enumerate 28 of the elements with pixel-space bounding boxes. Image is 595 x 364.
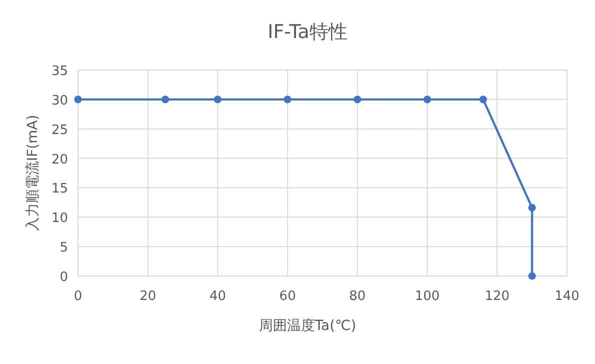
point — [528, 272, 536, 280]
y-tick-label: 10 — [51, 211, 68, 226]
point — [354, 96, 362, 104]
y-tick-label: 30 — [51, 93, 68, 108]
point — [214, 96, 222, 104]
point — [479, 96, 487, 104]
x-tick-label: 140 — [554, 289, 580, 304]
y-tick-label: 0 — [60, 270, 68, 285]
point — [284, 96, 292, 104]
y-axis-title: 入力順電流IF(mA) — [25, 114, 41, 232]
y-tick-label: 35 — [51, 64, 68, 79]
chart-title: IF-Ta特性 — [268, 21, 348, 43]
x-tick-label: 40 — [209, 289, 226, 304]
x-tick-label: 100 — [414, 289, 440, 304]
y-tick-label: 15 — [51, 182, 68, 197]
y-tick-label: 5 — [60, 240, 68, 256]
y-tick-label: 25 — [51, 122, 68, 138]
point — [74, 96, 82, 104]
x-tick-label: 120 — [484, 289, 510, 304]
x-tick-label: 60 — [279, 289, 296, 304]
x-tick-label: 80 — [349, 289, 366, 304]
x-axis-title: 周囲温度Ta(℃) — [258, 318, 356, 334]
point — [423, 96, 432, 104]
point — [162, 96, 170, 104]
x-tick-label: 0 — [74, 289, 82, 304]
x-tick-label: 20 — [140, 289, 156, 304]
y-tick-label: 20 — [51, 152, 68, 168]
point — [528, 204, 536, 212]
